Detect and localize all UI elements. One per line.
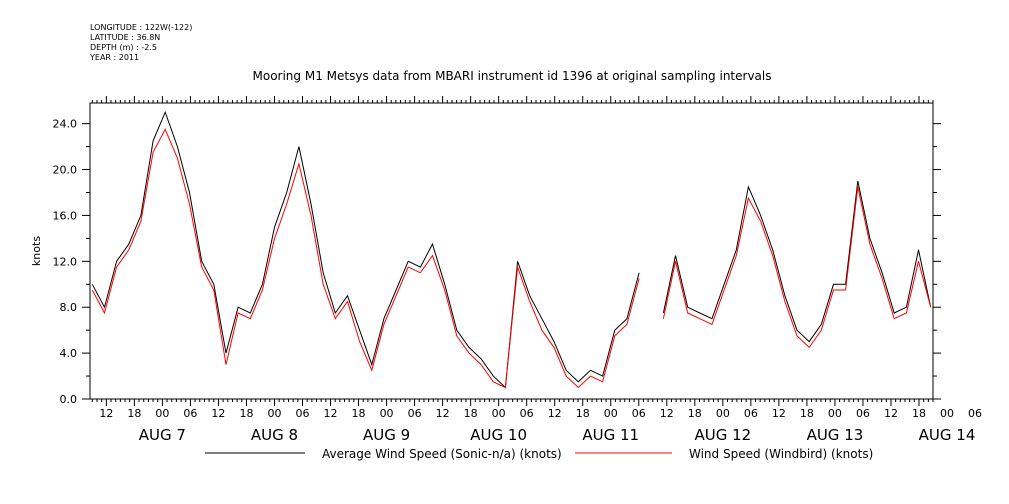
x-hour-label: 00 (604, 407, 618, 420)
x-hour-label: 18 (912, 407, 926, 420)
x-hour-label: 12 (211, 407, 225, 420)
y-tick-label: 20.0 (53, 164, 78, 177)
x-hour-label: 12 (772, 407, 786, 420)
x-hour-label: 12 (99, 407, 113, 420)
x-day-label: AUG 7 (139, 426, 186, 444)
year-label: YEAR : 2011 (89, 53, 139, 62)
longitude-label: LONGITUDE : 122W(-122) (90, 23, 192, 32)
x-day-label: AUG 9 (363, 426, 410, 444)
x-day-label: AUG 12 (694, 426, 751, 444)
x-hour-label: 00 (828, 407, 842, 420)
legend-windbird-label: Wind Speed (Windbird) (knots) (689, 447, 873, 461)
x-day-label: AUG 14 (919, 426, 976, 444)
y-tick-label: 24.0 (53, 118, 78, 131)
x-hour-label: 06 (296, 407, 310, 420)
x-hour-label: 06 (968, 407, 982, 420)
x-hour-label: 06 (408, 407, 422, 420)
y-tick-label: 0.0 (60, 393, 78, 406)
plot-frame (89, 102, 934, 400)
latitude-label: LATITUDE : 36.8N (90, 33, 160, 42)
windbird-wind-line (91, 128, 932, 389)
x-hour-label: 12 (660, 407, 674, 420)
x-hour-label: 18 (576, 407, 590, 420)
y-tick-label: 12.0 (53, 255, 78, 268)
x-hour-label: 18 (239, 407, 253, 420)
x-hour-label: 18 (352, 407, 366, 420)
x-hour-label: 00 (380, 407, 394, 420)
x-hour-label: 06 (632, 407, 646, 420)
x-hour-label: 00 (492, 407, 506, 420)
x-hour-label: 18 (464, 407, 478, 420)
x-day-label: AUG 11 (582, 426, 639, 444)
x-day-label: AUG 10 (470, 426, 527, 444)
average-wind-line (91, 110, 932, 389)
series-lines (91, 110, 932, 389)
x-tick-labels: 12 18 00 06 12 18 00 06 12 18 00 06 12 18 00 06 12 18 00 06… (99, 407, 982, 444)
x-day-label: AUG 13 (807, 426, 864, 444)
axis-ticks (82, 96, 941, 406)
x-hour-label: 06 (183, 407, 197, 420)
x-hour-label: 12 (884, 407, 898, 420)
legend-average-label: Average Wind Speed (Sonic-n/a) (knots) (322, 447, 562, 461)
y-tick-label: 16.0 (53, 209, 78, 222)
x-hour-label: 06 (520, 407, 534, 420)
x-hour-label: 00 (267, 407, 281, 420)
x-hour-label: 18 (127, 407, 141, 420)
y-axis-label: knots (30, 236, 43, 266)
depth-label: DEPTH (m) : -2.5 (90, 43, 157, 52)
x-hour-label: 12 (436, 407, 450, 420)
x-hour-label: 00 (155, 407, 169, 420)
x-hour-label: 18 (688, 407, 702, 420)
y-tick-label: 8.0 (60, 301, 78, 314)
x-hour-label: 00 (940, 407, 954, 420)
x-hour-label: 00 (716, 407, 730, 420)
chart-title: Mooring M1 Metsys data from MBARI instru… (253, 69, 772, 83)
x-hour-label: 12 (548, 407, 562, 420)
y-tick-labels: 0.0 4.0 8.0 12.0 16.0 20.0 24.0 (53, 118, 78, 406)
x-hour-label: 06 (856, 407, 870, 420)
x-day-label: AUG 8 (251, 426, 298, 444)
x-hour-label: 18 (800, 407, 814, 420)
x-hour-label: 12 (324, 407, 338, 420)
y-tick-label: 4.0 (60, 347, 78, 360)
x-hour-label: 06 (744, 407, 758, 420)
